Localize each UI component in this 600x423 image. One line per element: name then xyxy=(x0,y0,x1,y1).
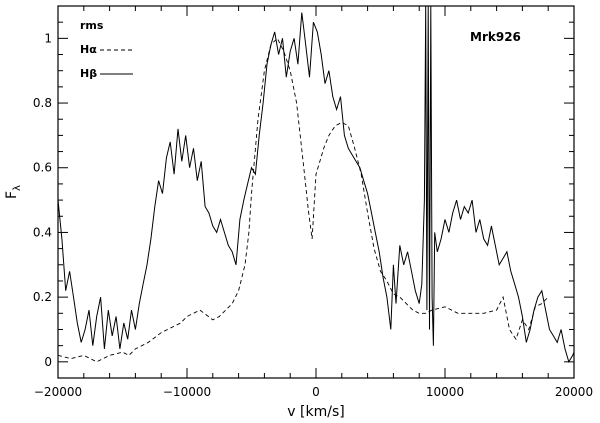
x-tick-label: 20000 xyxy=(555,385,593,399)
legend-title: rms xyxy=(80,19,104,32)
y-tick-label: 1 xyxy=(44,31,52,45)
y-tick-label: 0 xyxy=(44,355,52,369)
series-line-halpha xyxy=(58,37,549,363)
axis-tick-labels: −20000 −10000 0 10000 20000 0 0.2 0.4 0.6 0.8 1 xyxy=(33,31,593,399)
y-axis-label-main: F xyxy=(4,191,20,199)
y-axis-label-subscript: λ xyxy=(12,185,23,191)
y-tick-label: 0.4 xyxy=(33,225,52,239)
series-line-hbeta xyxy=(58,6,574,364)
legend-label-halpha: Hα xyxy=(80,43,97,56)
legend-label-hbeta: Hβ xyxy=(80,67,97,80)
x-axis-label: v [km/s] xyxy=(287,404,344,420)
y-axis-label: Fλ xyxy=(4,185,23,199)
x-tick-label: 0 xyxy=(312,385,320,399)
series-layer xyxy=(58,6,574,364)
y-tick-label: 0.2 xyxy=(33,290,52,304)
x-tick-label: −10000 xyxy=(163,385,211,399)
y-tick-label: 0.6 xyxy=(33,161,52,175)
axis-ticks xyxy=(57,5,575,378)
plot-frame xyxy=(57,5,575,379)
x-tick-label: 10000 xyxy=(426,385,464,399)
legend: rms Hα Hβ xyxy=(80,19,133,80)
x-tick-label: −20000 xyxy=(34,385,82,399)
object-label: Mrk926 xyxy=(470,30,521,44)
y-tick-label: 0.8 xyxy=(33,96,52,110)
